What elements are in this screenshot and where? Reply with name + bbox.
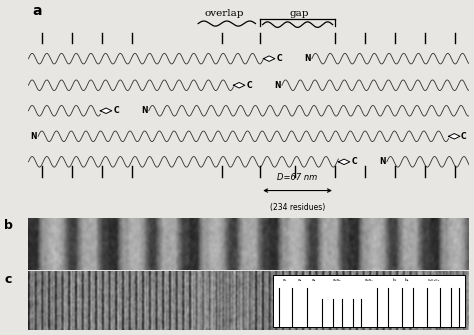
Text: b₂: b₂ [405, 278, 410, 282]
Text: N: N [274, 81, 281, 90]
Text: a₃: a₃ [312, 278, 317, 282]
Text: a₄a₅: a₄a₅ [333, 278, 342, 282]
Text: a₆a₇: a₆a₇ [365, 278, 374, 282]
Polygon shape [100, 108, 112, 114]
Text: C: C [352, 157, 357, 166]
Text: N: N [304, 54, 310, 63]
FancyBboxPatch shape [273, 275, 465, 327]
Text: overlap: overlap [205, 9, 245, 18]
Text: C: C [277, 54, 282, 63]
Text: C: C [460, 132, 466, 141]
Text: C: C [113, 106, 119, 115]
Text: a₂: a₂ [298, 278, 302, 282]
Polygon shape [338, 159, 350, 164]
Text: gap: gap [290, 9, 310, 18]
Polygon shape [233, 82, 245, 88]
Text: C: C [246, 81, 252, 90]
Text: D=67 nm: D=67 nm [277, 173, 318, 182]
Text: (234 residues): (234 residues) [270, 203, 325, 212]
Text: c: c [4, 273, 11, 285]
Text: N: N [379, 157, 385, 166]
Text: c₁c₂c₃: c₁c₂c₃ [428, 278, 440, 282]
Polygon shape [448, 134, 460, 139]
Text: N: N [31, 132, 37, 141]
Text: N: N [141, 106, 147, 115]
Text: b: b [4, 219, 13, 232]
Text: b₁: b₁ [392, 278, 397, 282]
Polygon shape [264, 56, 275, 61]
Text: a₁: a₁ [283, 278, 287, 282]
Text: a: a [33, 4, 42, 18]
